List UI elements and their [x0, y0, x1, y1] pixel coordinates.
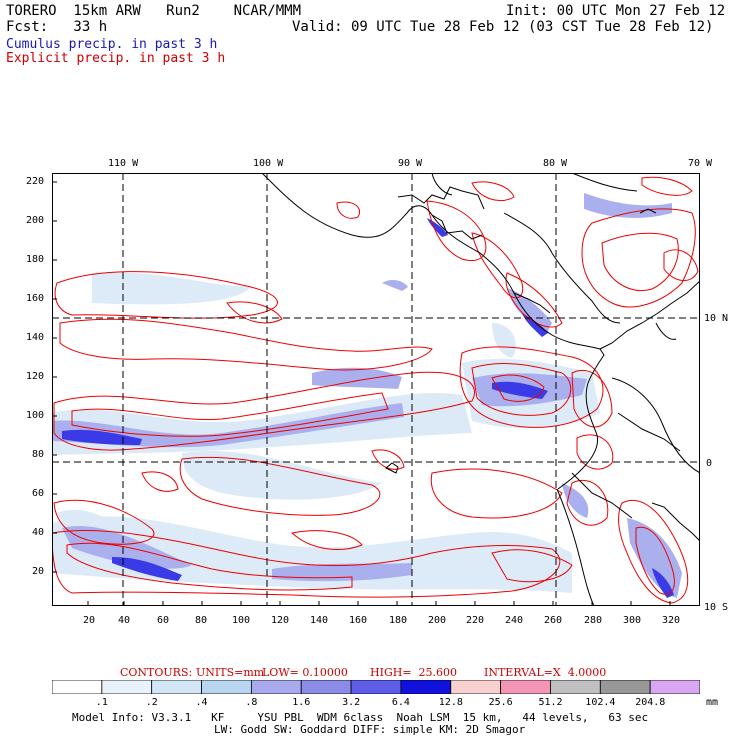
graticule	[52, 173, 700, 606]
x-tick: 300	[623, 615, 642, 626]
legend-label: .4	[195, 697, 208, 708]
legend-swatch	[599, 680, 651, 694]
legend-label: 102.4	[585, 697, 616, 708]
precip-map	[52, 173, 700, 606]
x-tick: 60	[157, 615, 170, 626]
lat-label: 10 S	[704, 602, 729, 613]
x-tick: 200	[428, 615, 447, 626]
legend-label: .2	[145, 697, 158, 708]
y-tick: 220	[26, 176, 45, 187]
legend-label: 1.6	[292, 697, 311, 708]
color-legend	[52, 680, 700, 694]
x-tick: 280	[584, 615, 603, 626]
y-tick: 100	[26, 410, 45, 421]
legend-swatch	[52, 680, 103, 694]
legend-swatch	[101, 680, 153, 694]
legend-label: 12.8	[438, 697, 463, 708]
lon-label: 80 W	[543, 158, 568, 169]
legend-label: 25.6	[488, 697, 513, 708]
forecast-hour: Fcst: 33 h	[6, 19, 108, 35]
legend-swatch	[450, 680, 502, 694]
lat-label: 0	[706, 458, 713, 469]
legend-swatch	[201, 680, 252, 694]
model-title: TORERO 15km ARW Run2 NCAR/MMM	[6, 3, 302, 19]
legend-unit: mm	[706, 697, 719, 708]
x-tick: 160	[349, 615, 368, 626]
legend-label: 51.2	[538, 697, 563, 708]
lon-label: 100 W	[253, 158, 284, 169]
x-tick: 140	[310, 615, 329, 626]
y-tick: 120	[26, 371, 45, 382]
x-tick: 220	[466, 615, 485, 626]
legend-swatch	[400, 680, 452, 694]
contours-label: CONTOURS:	[120, 666, 193, 679]
x-tick: 180	[389, 615, 408, 626]
y-tick: 40	[32, 527, 45, 538]
y-tick: 60	[32, 488, 45, 499]
init-time: Init: 00 UTC Mon 27 Feb 12	[506, 3, 726, 19]
x-tick: 260	[544, 615, 563, 626]
y-tick: 80	[32, 449, 45, 460]
legend-swatch	[350, 680, 402, 694]
lon-label: 110 W	[108, 158, 139, 169]
x-tick: 40	[118, 615, 131, 626]
y-tick: 20	[32, 566, 45, 577]
lon-label: 90 W	[398, 158, 423, 169]
legend-label: 3.2	[342, 697, 361, 708]
x-tick: 20	[83, 615, 96, 626]
y-tick: 160	[26, 293, 45, 304]
cumulus-precip-legend: Cumulus precip. in past 3 h	[6, 37, 218, 52]
lon-label: 70 W	[688, 158, 713, 169]
x-tick: 240	[505, 615, 524, 626]
contours-low: LOW= 0.10000	[262, 666, 348, 679]
contours-high: HIGH= 25.600	[370, 666, 458, 679]
map-ticks	[52, 181, 671, 606]
legend-swatch	[550, 680, 601, 694]
contours-interval: INTERVAL=X 4.0000	[484, 666, 607, 679]
legend-swatch	[649, 680, 700, 694]
explicit-precip-legend: Explicit precip. in past 3 h	[6, 51, 226, 66]
legend-label: 204.8	[635, 697, 666, 708]
y-tick: 200	[26, 215, 45, 226]
x-tick: 320	[662, 615, 681, 626]
valid-time: Valid: 09 UTC Tue 28 Feb 12 (03 CST Tue …	[292, 19, 714, 35]
contours-units: UNITS=mm	[196, 666, 265, 679]
legend-swatch	[151, 680, 202, 694]
legend-swatch	[250, 680, 302, 694]
y-tick: 180	[26, 254, 45, 265]
lat-label: 10 N	[704, 313, 729, 324]
model-info-line1: Model Info: V3.3.1 KF YSU PBL WDM 6class…	[72, 711, 649, 724]
legend-swatch	[300, 680, 352, 694]
legend-label: .1	[95, 697, 108, 708]
legend-label: 6.4	[391, 697, 410, 708]
legend-label: .8	[245, 697, 258, 708]
model-info-line2: LW: Godd SW: Goddard DIFF: simple KM: 2D…	[214, 723, 526, 736]
y-tick: 140	[26, 332, 45, 343]
x-tick: 120	[271, 615, 290, 626]
x-tick: 80	[195, 615, 208, 626]
x-tick: 100	[232, 615, 251, 626]
map-frame	[52, 173, 700, 606]
legend-swatch	[500, 680, 551, 694]
explicit-precip-contours	[52, 176, 699, 604]
